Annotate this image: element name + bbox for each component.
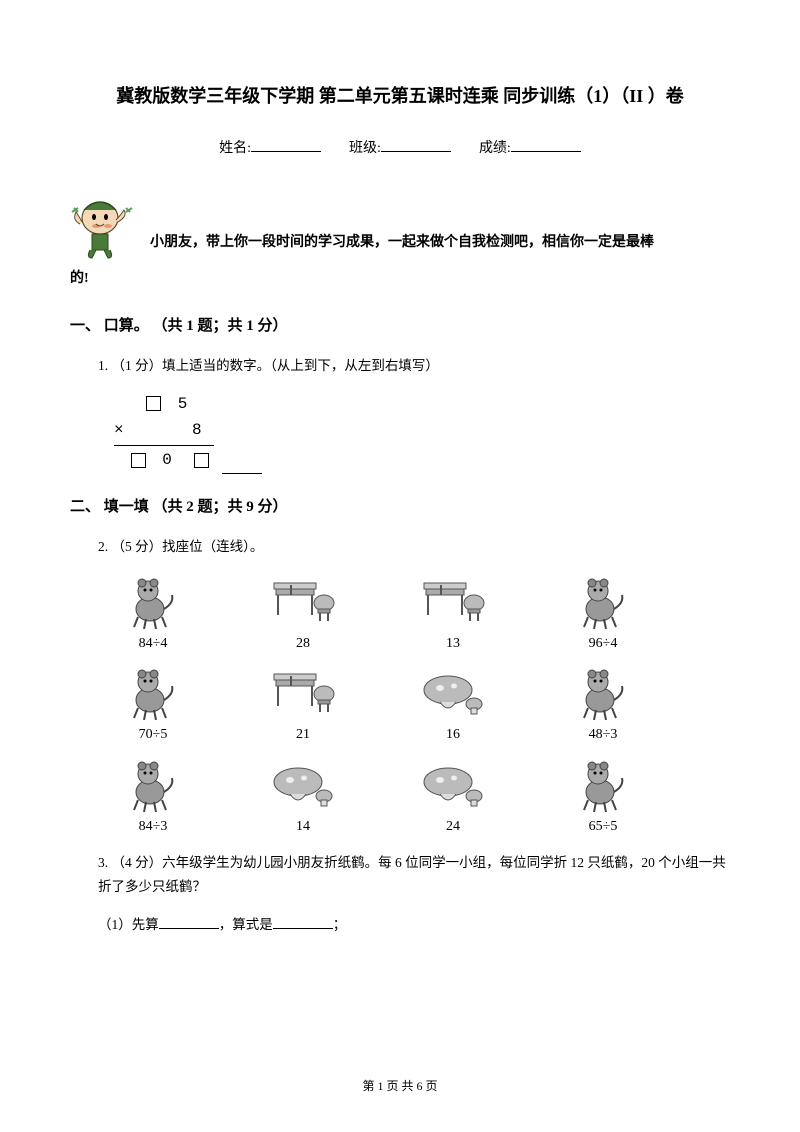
match-item[interactable]: 48÷3	[548, 664, 658, 747]
name-blank[interactable]	[251, 138, 321, 152]
match-item-pic	[118, 664, 188, 720]
match-item[interactable]: 13	[398, 573, 508, 656]
match-row-3: 84÷3 14 24 65÷5	[98, 756, 730, 839]
question-3-sub1: （1）先算 ，算式是 ；	[98, 913, 730, 937]
page-footer: 第 1 页 共 6 页	[0, 1076, 800, 1098]
answer-blank[interactable]	[273, 917, 333, 929]
match-item-label: 13	[398, 631, 508, 656]
name-label: 姓名:	[219, 141, 251, 156]
question-2-text: 2. （5 分）找座位（连线）。	[98, 535, 730, 559]
match-item[interactable]: 21	[248, 664, 358, 747]
intro-row: 小朋友，带上你一段时间的学习成果，一起来做个自我检测吧，相信你一定是最棒	[70, 190, 730, 260]
match-item-label: 16	[398, 722, 508, 747]
match-item-pic	[118, 573, 188, 629]
match-item-pic	[118, 756, 188, 812]
match-item-label: 24	[398, 814, 508, 839]
question-1-text: 1. （1 分）填上适当的数字。（从上到下，从左到右填写）	[98, 354, 730, 378]
answer-blank[interactable]	[159, 917, 219, 929]
match-row-2: 70÷5 21 16 48÷3	[98, 664, 730, 747]
q3-sub1-mid: ，算式是	[219, 917, 273, 932]
match-item[interactable]: 84÷4	[98, 573, 208, 656]
section-1-header: 一、 口算。 （共 1 题；共 1 分）	[70, 313, 730, 340]
intro-text-line1: 小朋友，带上你一段时间的学习成果，一起来做个自我检测吧，相信你一定是最棒	[150, 230, 730, 259]
score-label: 成绩:	[479, 141, 511, 156]
cartoon-icon	[70, 190, 134, 260]
match-item-pic	[268, 756, 338, 812]
match-item[interactable]: 84÷3	[98, 756, 208, 839]
q3-sub1-pre: （1）先算	[98, 917, 159, 932]
q3-sub1-end: ；	[333, 917, 347, 932]
match-item[interactable]: 65÷5	[548, 756, 658, 839]
intro-text-line2: 的!	[70, 266, 730, 291]
match-item-label: 14	[248, 814, 358, 839]
match-item[interactable]: 24	[398, 756, 508, 839]
match-item-label: 28	[248, 631, 358, 656]
question-3-text: 3. （4 分）六年级学生为幼儿园小朋友折纸鹤。每 6 位同学一小组，每位同学折…	[98, 851, 730, 900]
digit-box[interactable]	[146, 396, 161, 411]
section-2-header: 二、 填一填 （共 2 题；共 9 分）	[70, 494, 730, 521]
mult-row3-mid: 0	[147, 451, 194, 469]
mult-row-3: 0	[114, 448, 262, 474]
match-item-label: 96÷4	[548, 631, 658, 656]
class-blank[interactable]	[381, 138, 451, 152]
mult-row-2: × 8	[114, 418, 262, 444]
match-item[interactable]: 14	[248, 756, 358, 839]
page-title: 冀教版数学三年级下学期 第二单元第五课时连乘 同步训练（1）（II ）卷	[70, 80, 730, 112]
match-item-pic	[568, 664, 638, 720]
match-item-label: 48÷3	[548, 722, 658, 747]
match-item-pic	[418, 756, 488, 812]
match-item-label: 84÷4	[98, 631, 208, 656]
match-item-label: 65÷5	[548, 814, 658, 839]
match-item-pic	[268, 664, 338, 720]
match-item-pic	[568, 573, 638, 629]
digit-box[interactable]	[131, 453, 146, 468]
multiplication-problem: 5 × 8 0	[114, 392, 262, 474]
match-item-pic	[568, 756, 638, 812]
match-item[interactable]: 70÷5	[98, 664, 208, 747]
match-row-1: 84÷4 28 13 96÷4	[98, 573, 730, 656]
mult-rule	[114, 445, 214, 446]
match-item-pic	[418, 664, 488, 720]
score-blank[interactable]	[511, 138, 581, 152]
student-info-line: 姓名: 班级: 成绩:	[70, 136, 730, 161]
digit-box[interactable]	[194, 453, 209, 468]
match-item[interactable]: 16	[398, 664, 508, 747]
match-item[interactable]: 28	[248, 573, 358, 656]
match-grid: 84÷4 28 13 96÷4 70÷5 21 16 48÷3 84÷3 14 24 65÷5	[98, 573, 730, 839]
answer-blank[interactable]	[222, 473, 262, 474]
match-item-pic	[268, 573, 338, 629]
match-item-pic	[418, 573, 488, 629]
match-item[interactable]: 96÷4	[548, 573, 658, 656]
match-item-label: 70÷5	[98, 722, 208, 747]
match-item-label: 21	[248, 722, 358, 747]
class-label: 班级:	[349, 141, 381, 156]
match-item-label: 84÷3	[98, 814, 208, 839]
mult-row-1: 5	[114, 392, 262, 418]
mult-row1-tail: 5	[162, 395, 193, 413]
